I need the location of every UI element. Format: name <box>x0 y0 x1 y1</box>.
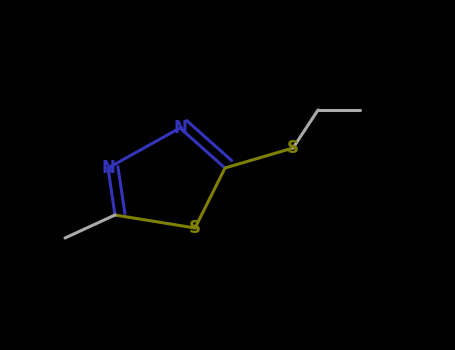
Text: S: S <box>189 219 201 237</box>
Text: S: S <box>287 139 299 157</box>
Text: N: N <box>101 159 115 177</box>
Text: N: N <box>173 119 187 137</box>
